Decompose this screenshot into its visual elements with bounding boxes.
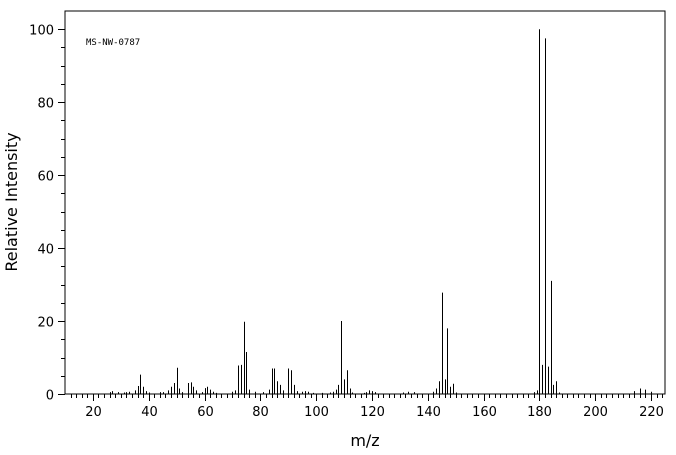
y-tick-label: 80 [37,97,54,112]
x-tick-label: 100 [304,405,329,420]
y-tick-label: 100 [29,24,54,39]
x-tick-label: 40 [141,405,158,420]
x-tick-label: 60 [197,405,214,420]
x-tick-label: 200 [583,405,608,420]
y-tick-label: 20 [37,316,54,331]
x-tick-label: 80 [252,405,269,420]
x-tick-label: 180 [527,405,552,420]
y-tick-label: 60 [37,170,54,185]
x-axis-ticks: 20 40 60 80 100 120 140 160 180 200 220 [71,394,664,420]
x-tick-label: 160 [472,405,497,420]
y-tick-label: 40 [37,243,54,258]
x-tick-label: 120 [360,405,385,420]
y-tick-label: 0 [46,389,54,404]
y-axis-ticks: 0 20 40 60 80 100 [29,24,65,404]
x-tick-label: 20 [85,405,102,420]
spectrum-id-annotation: MS-NW-0787 [86,38,140,48]
x-axis-title: m/z [350,431,379,450]
peaks-layer [110,29,652,394]
x-tick-label: 140 [416,405,441,420]
x-tick-label: 220 [639,405,664,420]
y-axis-title: Relative Intensity [2,132,21,271]
plot-frame [64,10,666,395]
